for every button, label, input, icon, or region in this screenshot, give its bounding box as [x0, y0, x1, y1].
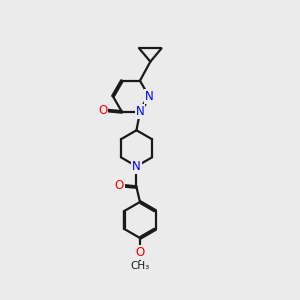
Text: O: O [135, 246, 145, 259]
Text: N: N [132, 160, 141, 173]
Text: N: N [136, 105, 144, 119]
Text: CH₃: CH₃ [130, 261, 150, 272]
Text: O: O [115, 179, 124, 192]
Text: N: N [145, 90, 153, 103]
Text: O: O [98, 104, 107, 117]
